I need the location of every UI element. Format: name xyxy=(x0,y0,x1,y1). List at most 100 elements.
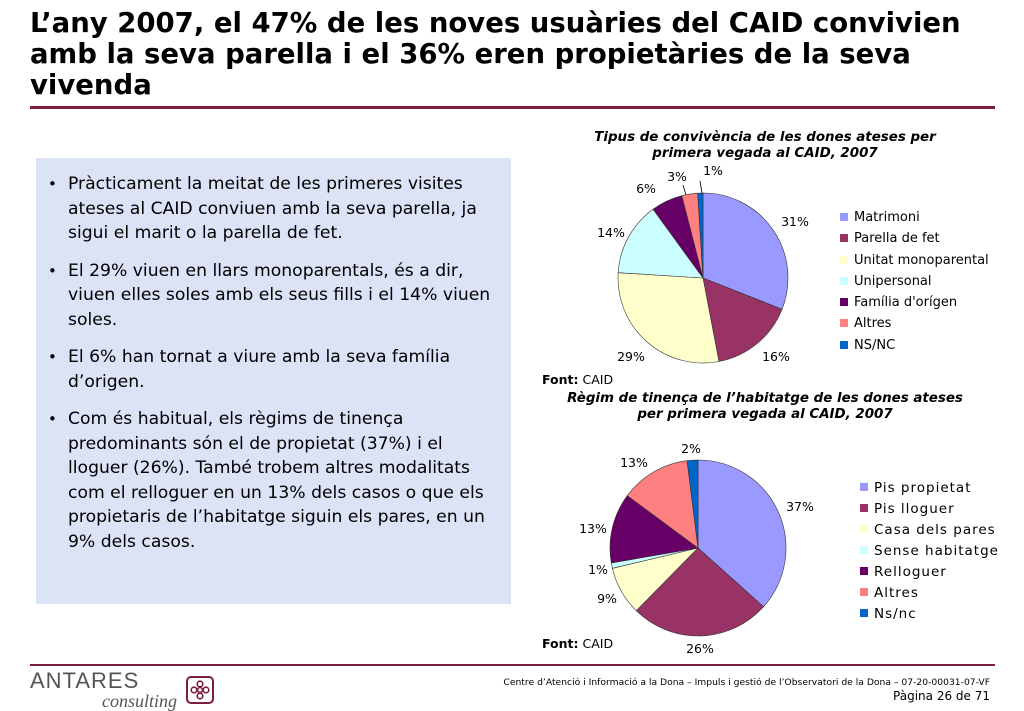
bullet-symbol: • xyxy=(48,348,57,366)
legend-item: Casa dels pares xyxy=(860,520,999,541)
bullet-symbol: • xyxy=(48,410,57,428)
legend-swatch xyxy=(860,609,868,617)
legend-swatch xyxy=(840,213,848,221)
legend-label: Altres xyxy=(854,316,892,332)
slice-label: 2% xyxy=(681,441,701,456)
summary-panel: • Pràcticament la meitat de les primeres … xyxy=(36,158,511,604)
chart1-source-value: CAID xyxy=(582,372,614,387)
pie-slice xyxy=(702,192,789,310)
legend-swatch xyxy=(840,340,848,349)
bullet-item: • Pràcticament la meitat de les primeres … xyxy=(44,172,497,246)
bullet-text: El 6% han tornat a viure amb la seva fam… xyxy=(68,347,451,392)
legend-swatch xyxy=(840,234,848,243)
legend-label: Unipersonal xyxy=(854,273,932,289)
slice-label: 13% xyxy=(579,521,607,536)
bullet-item: • El 6% han tornat a viure amb la seva fa… xyxy=(44,345,497,394)
legend-swatch xyxy=(860,483,868,491)
pie-slice xyxy=(635,547,764,637)
pie-slice xyxy=(617,208,704,279)
slice-label: 29% xyxy=(617,349,645,364)
footer-divider xyxy=(30,664,995,666)
legend-label: Matrimoni xyxy=(854,210,920,225)
legend-item: Pis lloguer xyxy=(860,499,999,520)
slide-title: L’any 2007, el 47% de les noves usuàries… xyxy=(30,7,961,101)
slice-label: 1% xyxy=(703,163,723,178)
leader-line xyxy=(682,184,687,196)
chart1-source-label: Font: xyxy=(542,372,579,387)
legend-item: Unipersonal xyxy=(840,271,989,292)
legend-label: Altres xyxy=(874,585,919,601)
legend-swatch xyxy=(840,319,848,328)
legend-label: NS/NC xyxy=(854,337,896,353)
legend-swatch xyxy=(860,525,868,533)
chart2-source-value: CAID xyxy=(582,636,614,651)
bullet-symbol: • xyxy=(48,261,57,280)
logo-flower-icon xyxy=(186,676,214,704)
bullet-symbol: • xyxy=(48,175,57,193)
antares-logo: ANTARES consulting xyxy=(30,668,177,711)
slice-label: 16% xyxy=(762,349,790,364)
legend-item: Sense habitatge xyxy=(860,541,999,562)
legend-item: Altres xyxy=(840,313,989,334)
pie-slice xyxy=(697,192,704,279)
legend-label: Casa dels pares xyxy=(874,522,996,538)
page-number: Pàgina 26 de 71 xyxy=(893,689,990,703)
bullet-item: • Com és habitual, els règims de tinença … xyxy=(44,407,497,554)
legend-label: Família d'orígen xyxy=(854,295,958,311)
legend-item: Pis propietat xyxy=(860,478,999,499)
legend-label: Relloguer xyxy=(874,564,947,580)
pie-slice xyxy=(609,495,699,564)
bullet-item: • El 29% viuen en llars monoparentals, és… xyxy=(44,259,497,333)
legend-item: NS/NC xyxy=(840,335,989,356)
slice-label: 26% xyxy=(686,641,714,656)
legend-swatch xyxy=(860,588,868,596)
pie-slice xyxy=(697,459,787,608)
slice-label: 6% xyxy=(636,181,656,196)
legend-label: Sense habitatge xyxy=(874,543,999,559)
legend-item: Matrimoni xyxy=(840,207,989,228)
legend-item: Parella de fet xyxy=(840,228,989,249)
legend-item: Família d'orígen xyxy=(840,292,989,313)
chart1-legend: Matrimoni Parella de fet Unitat monoparent… xyxy=(840,207,989,356)
chart1-title: Tipus de convivència de les dones ateses… xyxy=(594,130,936,161)
slice-label: 3% xyxy=(667,169,687,184)
logo-subtitle: consulting xyxy=(102,691,177,711)
legend-item: Unitat monoparental xyxy=(840,250,989,271)
legend-label: Ns/nc xyxy=(874,606,917,622)
slice-label: 9% xyxy=(597,591,617,606)
legend-swatch xyxy=(860,546,868,554)
chart2-source-label: Font: xyxy=(542,636,579,651)
bullet-text: Com és habitual, els règims de tinença p… xyxy=(68,409,485,552)
legend-item: Altres xyxy=(860,583,999,604)
slice-label: 31% xyxy=(781,214,809,229)
legend-swatch xyxy=(840,276,848,285)
legend-swatch xyxy=(840,298,848,307)
bullet-text: Pràcticament la meitat de les primeres v… xyxy=(68,174,477,243)
chart2-source: Font: CAID xyxy=(542,636,613,651)
pie-slice xyxy=(626,460,699,549)
slice-label: 37% xyxy=(786,499,814,514)
legend-label: Pis propietat xyxy=(874,480,972,496)
leader-line xyxy=(699,180,703,194)
slice-label: 1% xyxy=(588,562,608,577)
pie-slice xyxy=(702,277,783,362)
chart1-source: Font: CAID xyxy=(542,372,613,387)
pie-slice xyxy=(686,459,699,549)
legend-item: Relloguer xyxy=(860,562,999,583)
slice-label: 14% xyxy=(597,225,625,240)
legend-label: Unitat monoparental xyxy=(854,252,989,268)
bullet-text: El 29% viuen en llars monoparentals, és … xyxy=(68,260,491,330)
title-divider xyxy=(30,106,995,109)
legend-swatch xyxy=(840,255,848,264)
chart2-legend: Pis propietat Pis lloguer Casa dels pares S… xyxy=(860,478,999,625)
chart2-title: Règim de tinença de l’habitatge de les d… xyxy=(567,391,963,422)
slice-label: 13% xyxy=(620,455,648,470)
legend-item: Ns/nc xyxy=(860,604,999,625)
legend-swatch xyxy=(860,504,868,512)
footer-text: Centre d’Atenció i Informació a la Dona … xyxy=(503,677,990,688)
logo-wordmark: ANTARES xyxy=(30,668,140,693)
legend-label: Parella de fet xyxy=(854,231,940,247)
legend-swatch xyxy=(860,567,868,575)
